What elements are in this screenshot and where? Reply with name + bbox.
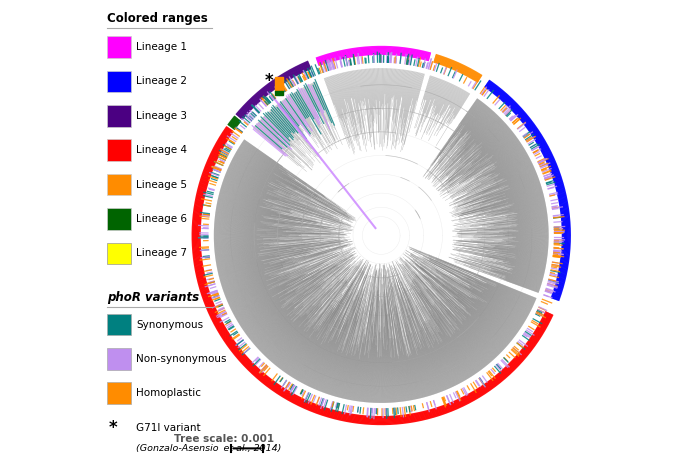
Text: G71I variant: G71I variant xyxy=(137,422,201,433)
Text: Lineage 1: Lineage 1 xyxy=(137,42,187,52)
Text: Tree scale: 0.001: Tree scale: 0.001 xyxy=(174,434,274,444)
FancyBboxPatch shape xyxy=(106,71,131,92)
Text: Lineage 2: Lineage 2 xyxy=(137,76,187,87)
FancyBboxPatch shape xyxy=(106,36,131,58)
Text: Synonymous: Synonymous xyxy=(137,319,203,330)
FancyBboxPatch shape xyxy=(106,348,131,370)
Text: Lineage 7: Lineage 7 xyxy=(137,248,187,259)
FancyBboxPatch shape xyxy=(106,243,131,264)
FancyBboxPatch shape xyxy=(106,314,131,335)
Text: Lineage 6: Lineage 6 xyxy=(137,214,187,224)
Text: Lineage 5: Lineage 5 xyxy=(137,179,187,190)
FancyBboxPatch shape xyxy=(106,382,131,404)
FancyBboxPatch shape xyxy=(106,105,131,127)
Text: Colored ranges: Colored ranges xyxy=(106,12,207,25)
FancyBboxPatch shape xyxy=(106,174,131,195)
Text: Lineage 4: Lineage 4 xyxy=(137,145,187,155)
Text: (Gonzalo-Asensio  et al., 2014): (Gonzalo-Asensio et al., 2014) xyxy=(137,444,282,453)
Bar xyxy=(275,77,283,91)
Text: Lineage 3: Lineage 3 xyxy=(137,111,187,121)
FancyBboxPatch shape xyxy=(106,208,131,230)
Text: *: * xyxy=(264,72,273,90)
Bar xyxy=(275,91,283,95)
Text: Homoplastic: Homoplastic xyxy=(137,388,201,398)
FancyBboxPatch shape xyxy=(106,139,131,161)
Text: Non-synonymous: Non-synonymous xyxy=(137,354,227,364)
Text: phoR variants: phoR variants xyxy=(106,291,199,304)
Text: *: * xyxy=(109,419,118,437)
